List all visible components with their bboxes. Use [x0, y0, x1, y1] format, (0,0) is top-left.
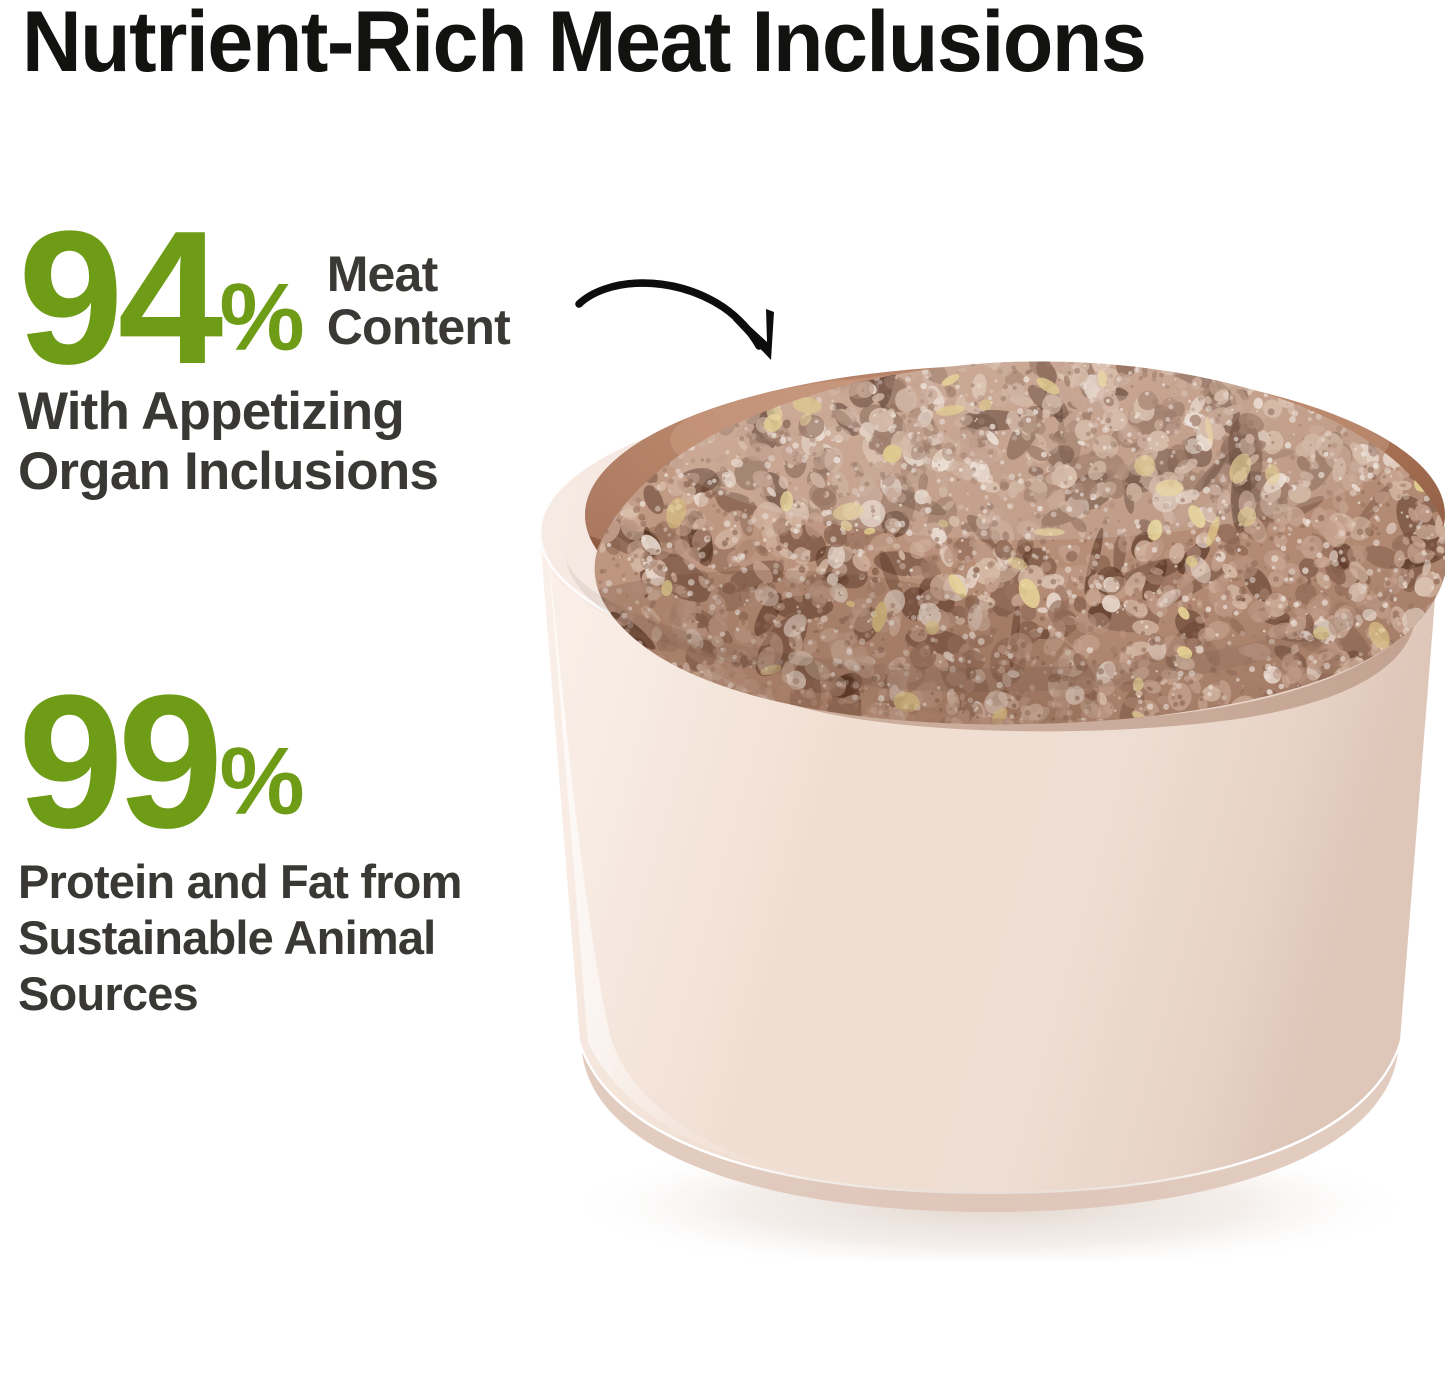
- percent-symbol: %: [219, 728, 304, 835]
- food-bowl-image: [470, 300, 1445, 1260]
- bowl-illustration: [538, 361, 1445, 1260]
- curved-arrow-icon: [575, 279, 774, 360]
- rim-inner-shadow: [565, 550, 1415, 692]
- stat-sub-label-organ-inclusions: With Appetizing Organ Inclusions: [18, 382, 439, 501]
- stat-block-protein-fat: 99 % Protein and Fat from Sustainable An…: [18, 656, 462, 1022]
- stat-headline-row: 94 % Meat Content: [18, 192, 511, 404]
- food-front-edge: [638, 600, 1414, 732]
- stat-value-99: 99: [18, 656, 223, 868]
- stat-inline-label-meat-content: Meat Content: [326, 246, 511, 355]
- stat-headline-row: 99 %: [18, 656, 462, 868]
- stat-block-meat-content: 94 % Meat Content With Appetizing Organ …: [18, 192, 511, 502]
- stat-sub-label-sustainable-sources: Protein and Fat from Sustainable Animal …: [18, 855, 462, 1020]
- percent-symbol: %: [219, 264, 304, 371]
- page-title: Nutrient-Rich Meat Inclusions: [22, 0, 1147, 90]
- stat-value-94: 94: [18, 192, 223, 404]
